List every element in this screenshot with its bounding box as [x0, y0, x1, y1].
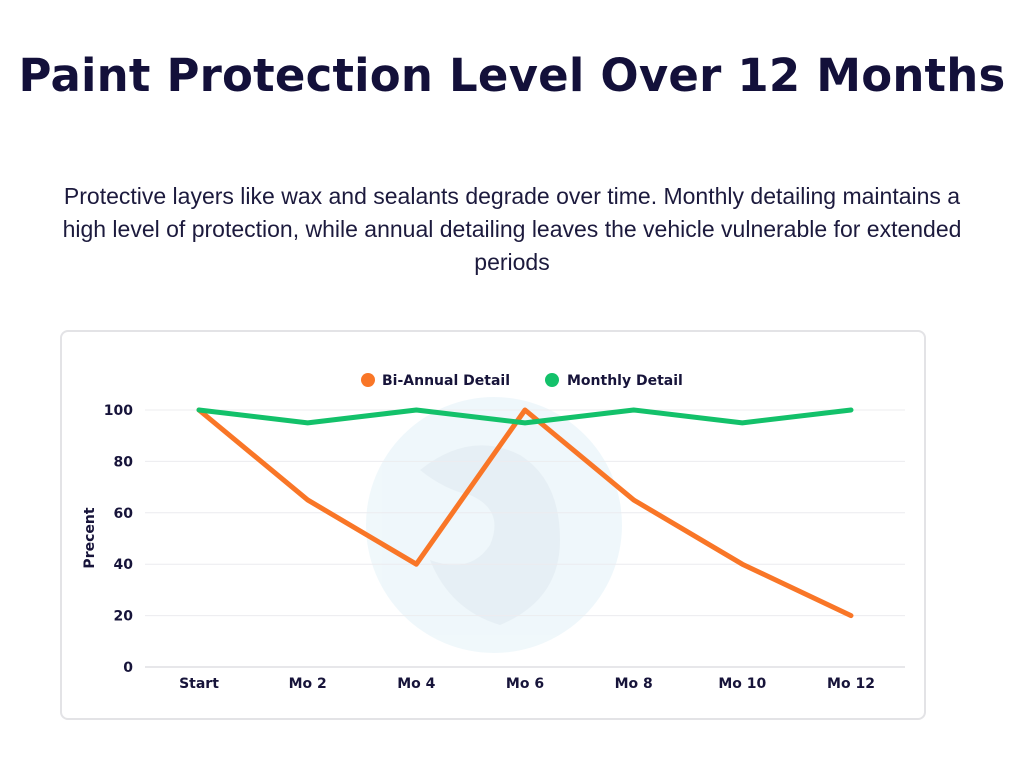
watermark-logo [366, 397, 622, 653]
legend: Bi-Annual Detail Monthly Detail [361, 373, 683, 389]
axes: 0 20 40 60 80 100 Start Mo 2 Mo 4 Mo 6 Mo 8 Mo 10 Mo… [82, 403, 875, 692]
x-tick-label: Mo 6 [506, 676, 544, 692]
x-tick-label: Mo 4 [397, 676, 435, 692]
x-tick-label: Mo 2 [289, 676, 327, 692]
x-tick-label: Mo 10 [718, 676, 766, 692]
page-subtitle: Protective layers like wax and sealants … [62, 183, 962, 275]
series [196, 407, 854, 619]
x-tick-label: Mo 12 [827, 676, 875, 692]
y-tick-label: 40 [114, 557, 134, 573]
y-axis-label: Precent [82, 507, 98, 568]
y-tick-label: 80 [114, 454, 134, 470]
y-tick-label: 0 [123, 660, 133, 676]
legend-label-monthly-detail: Monthly Detail [567, 373, 683, 389]
x-tick-label: Mo 8 [615, 676, 653, 692]
series-line-bi-annual-detail [196, 407, 854, 619]
watermark-swoosh [420, 445, 560, 625]
x-tick-label: Start [179, 676, 219, 692]
y-tick-label: 100 [104, 403, 133, 419]
legend-marker-bi-annual-detail [361, 373, 375, 387]
legend-marker-monthly-detail [545, 373, 559, 387]
series-line-monthly-detail [196, 407, 854, 426]
legend-label-bi-annual-detail: Bi-Annual Detail [382, 373, 510, 389]
page-title: Paint Protection Level Over 12 Months [18, 49, 1006, 102]
y-tick-label: 60 [114, 506, 134, 522]
y-tick-label: 20 [114, 609, 134, 625]
